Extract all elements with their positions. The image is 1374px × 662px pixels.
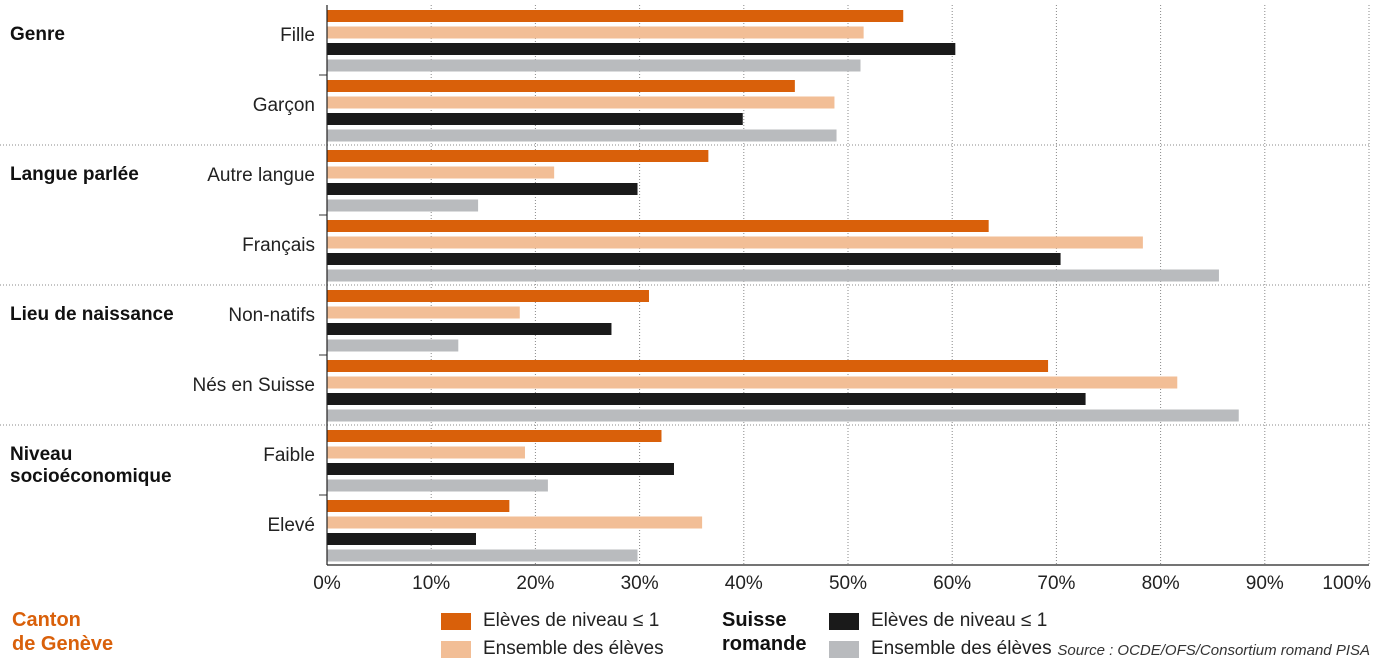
group-label-3-line-0: Niveau xyxy=(10,444,72,465)
bar-1-1 xyxy=(327,80,795,92)
legend-swatch-geneve-all xyxy=(441,640,471,658)
bar-4-5 xyxy=(327,409,1239,422)
x-tick-label-8: 80% xyxy=(1142,573,1180,594)
bar-1-7 xyxy=(327,500,510,512)
x-tick-label-10: 100% xyxy=(1322,573,1371,594)
bar-2-4 xyxy=(327,306,520,319)
bar-2-3 xyxy=(327,236,1143,249)
legend-geneve-title-line2: de Genève xyxy=(12,633,114,655)
group-label-2: Lieu de naissance xyxy=(10,304,174,325)
legend-romande-item2-label: Ensemble des élèves xyxy=(871,638,1052,659)
group-label-3-line-1: socioéconomique xyxy=(10,466,172,487)
category-label-3: Français xyxy=(242,235,315,256)
legend-romande-item-level1: Elèves de niveau ≤ 1 xyxy=(829,610,1047,632)
bar-3-4 xyxy=(327,323,612,335)
category-label-1: Garçon xyxy=(253,95,315,116)
legend-swatch-romande-all xyxy=(829,640,859,658)
legend-geneve-item1-label: Elèves de niveau ≤ 1 xyxy=(483,610,660,631)
legend-romande-item1-label: Elèves de niveau ≤ 1 xyxy=(871,610,1048,631)
x-tick-label-4: 40% xyxy=(725,573,763,594)
bar-1-3 xyxy=(327,220,989,232)
category-label-2: Autre langue xyxy=(207,165,315,186)
x-tick-label-0: 0% xyxy=(313,573,341,594)
bar-3-0 xyxy=(327,43,956,55)
legend-romande-item-all: Ensemble des élèves xyxy=(829,638,1052,660)
x-tick-label-7: 70% xyxy=(1037,573,1075,594)
x-tick-label-5: 50% xyxy=(829,573,867,594)
category-label-6: Faible xyxy=(263,445,315,466)
bar-4-6 xyxy=(327,479,548,492)
category-label-7: Elevé xyxy=(267,515,315,536)
bar-4-4 xyxy=(327,339,459,352)
legend-romande-title: Suisse romande xyxy=(722,608,806,656)
bar-3-5 xyxy=(327,393,1086,405)
x-tick-label-9: 90% xyxy=(1246,573,1284,594)
x-tick-label-3: 30% xyxy=(621,573,659,594)
bar-2-5 xyxy=(327,376,1178,389)
bar-4-3 xyxy=(327,269,1219,282)
group-label-1: Langue parlée xyxy=(10,164,139,185)
bar-4-2 xyxy=(327,199,479,212)
bar-2-2 xyxy=(327,166,555,179)
legend-romande-title-line1: Suisse xyxy=(722,609,787,631)
legend-geneve-item-level1: Elèves de niveau ≤ 1 xyxy=(441,610,659,632)
bar-chart: Fille Garçon Autre langue Français Non-natif… xyxy=(0,5,1371,594)
bar-1-0 xyxy=(327,10,904,22)
bar-2-7 xyxy=(327,516,703,529)
bar-1-6 xyxy=(327,430,662,442)
legend-swatch-romande-level1 xyxy=(829,612,859,630)
legend-geneve-item2-label: Ensemble des élèves xyxy=(483,638,664,659)
legend-swatch-geneve-level1 xyxy=(441,612,471,630)
bar-1-4 xyxy=(327,290,649,302)
category-label-0: Fille xyxy=(280,25,315,46)
bar-3-3 xyxy=(327,253,1061,265)
category-label-4: Non-natifs xyxy=(228,305,315,326)
bar-3-6 xyxy=(327,463,674,475)
category-label-5: Nés en Suisse xyxy=(192,375,315,396)
legend-geneve-title: Canton de Genève xyxy=(12,608,113,656)
bar-2-1 xyxy=(327,96,835,109)
bar-3-1 xyxy=(327,113,743,125)
bar-3-7 xyxy=(327,533,477,545)
group-label-0: Genre xyxy=(10,24,65,45)
legend-romande-title-line2: romande xyxy=(722,633,807,655)
bar-3-2 xyxy=(327,183,638,195)
x-tick-label-1: 10% xyxy=(412,573,450,594)
legend: Canton de Genève Elèves de niveau ≤ 1 En… xyxy=(0,598,1374,662)
x-tick-label-6: 60% xyxy=(933,573,971,594)
bar-2-6 xyxy=(327,446,525,459)
bar-1-5 xyxy=(327,360,1049,372)
bar-4-1 xyxy=(327,129,837,142)
bar-1-2 xyxy=(327,150,709,162)
bar-4-7 xyxy=(327,549,638,562)
legend-geneve-title-line1: Canton xyxy=(12,609,81,631)
x-tick-label-2: 20% xyxy=(516,573,554,594)
source-note: Source : OCDE/OFS/Consortium romand PISA xyxy=(1057,642,1370,659)
bar-2-0 xyxy=(327,26,864,39)
legend-geneve-item-all: Ensemble des élèves xyxy=(441,638,664,660)
bar-4-0 xyxy=(327,59,861,72)
